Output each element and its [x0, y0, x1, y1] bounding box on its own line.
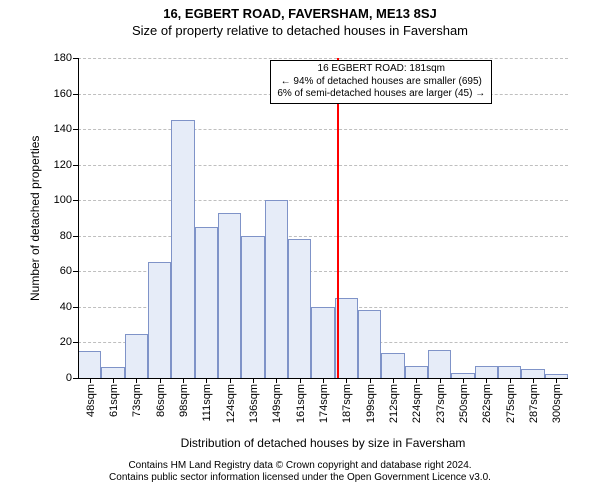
y-tick-label: 20	[60, 336, 78, 348]
gridline	[78, 58, 568, 59]
footer-line-1: Contains HM Land Registry data © Crown c…	[0, 460, 600, 472]
histogram-bar	[358, 310, 381, 378]
histogram-bar	[101, 367, 124, 378]
x-axis-label: Distribution of detached houses by size …	[78, 436, 568, 450]
x-tick-label: 262sqm	[479, 384, 493, 423]
annotation-line: 6% of semi-detached houses are larger (4…	[277, 88, 485, 101]
y-tick-label: 120	[54, 159, 78, 171]
x-tick-label: 136sqm	[246, 384, 260, 423]
x-tick-label: 199sqm	[363, 384, 377, 423]
x-tick-label: 300sqm	[549, 384, 563, 423]
histogram-bar	[521, 369, 544, 378]
x-tick-label: 73sqm	[129, 384, 143, 417]
y-tick-label: 180	[54, 52, 78, 64]
gridline	[78, 165, 568, 166]
footer-line-2: Contains public sector information licen…	[0, 472, 600, 484]
histogram-bar	[241, 236, 264, 378]
x-tick-label: 161sqm	[293, 384, 307, 423]
y-tick-label: 40	[60, 301, 78, 313]
x-tick-label: 187sqm	[339, 384, 353, 423]
x-tick-label: 174sqm	[316, 384, 330, 423]
histogram-bar	[405, 366, 428, 378]
histogram-bar	[381, 353, 404, 378]
gridline	[78, 200, 568, 201]
histogram-bar	[498, 366, 521, 378]
histogram-bar	[311, 307, 334, 378]
gridline	[78, 236, 568, 237]
x-tick-label: 212sqm	[386, 384, 400, 423]
plot-area: 02040608010012014016018048sqm61sqm73sqm8…	[78, 58, 568, 378]
x-tick-label: 275sqm	[503, 384, 517, 423]
histogram-bar	[195, 227, 218, 378]
histogram-bar	[288, 239, 311, 378]
histogram-bar	[475, 366, 498, 378]
annotation-box: 16 EGBERT ROAD: 181sqm← 94% of detached …	[270, 60, 492, 104]
histogram-bar	[148, 262, 171, 378]
y-tick-label: 60	[60, 265, 78, 277]
x-tick-label: 124sqm	[223, 384, 237, 423]
histogram-bar	[218, 213, 241, 378]
histogram-bar	[428, 350, 451, 378]
y-tick-label: 140	[54, 123, 78, 135]
x-tick-label: 48sqm	[83, 384, 97, 417]
x-tick-label: 237sqm	[433, 384, 447, 423]
x-tick-label: 111sqm	[199, 384, 213, 422]
y-tick-label: 160	[54, 88, 78, 100]
footer: Contains HM Land Registry data © Crown c…	[0, 460, 600, 484]
reference-line	[337, 58, 339, 378]
y-tick-label: 100	[54, 194, 78, 206]
page-subtitle: Size of property relative to detached ho…	[0, 23, 600, 38]
histogram-bar	[125, 334, 148, 378]
y-tick-label: 80	[60, 230, 78, 242]
x-tick-label: 224sqm	[409, 384, 423, 423]
page-title: 16, EGBERT ROAD, FAVERSHAM, ME13 8SJ	[0, 6, 600, 21]
x-tick-label: 149sqm	[269, 384, 283, 423]
x-tick-label: 61sqm	[106, 384, 120, 417]
y-tick-label: 0	[66, 372, 78, 384]
x-tick-label: 98sqm	[176, 384, 190, 417]
histogram-bar	[78, 351, 101, 378]
y-axis-label: Number of detached properties	[28, 135, 42, 300]
annotation-line: 16 EGBERT ROAD: 181sqm	[277, 63, 485, 76]
histogram-bar	[171, 120, 194, 378]
histogram-chart: 02040608010012014016018048sqm61sqm73sqm8…	[78, 58, 568, 378]
x-tick-label: 287sqm	[526, 384, 540, 423]
histogram-bar	[265, 200, 288, 378]
gridline	[78, 129, 568, 130]
x-tick-label: 250sqm	[456, 384, 470, 423]
annotation-line: ← 94% of detached houses are smaller (69…	[277, 76, 485, 89]
y-axis-line	[78, 58, 79, 378]
x-tick-label: 86sqm	[153, 384, 167, 417]
x-axis-line	[78, 378, 568, 379]
